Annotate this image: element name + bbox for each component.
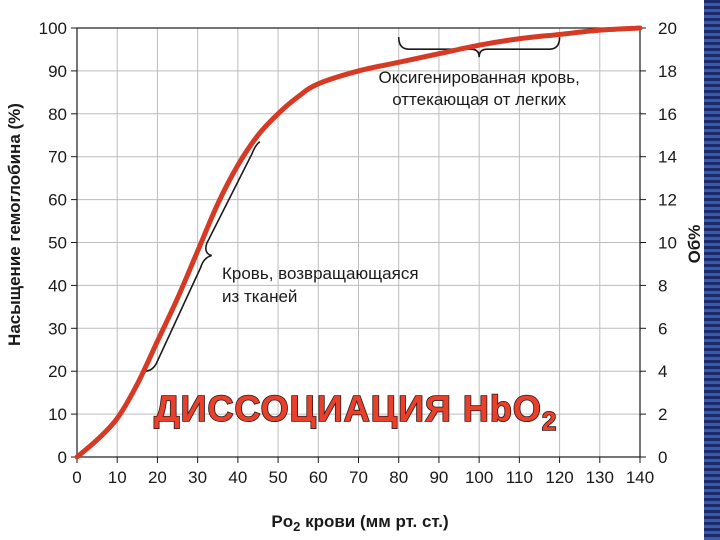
x-tick-label: 50 <box>269 468 288 487</box>
decorative-side-band <box>704 0 720 540</box>
y2-tick-label: 12 <box>658 191 677 210</box>
chart-title-main: ДИССОЦИАЦИЯ HbO <box>154 388 542 429</box>
grid-lines <box>77 28 640 457</box>
dissociation-curve <box>74 25 643 460</box>
x-tick-label: 90 <box>429 468 448 487</box>
chart-title: ДИССОЦИАЦИЯ HbO2 <box>154 388 557 436</box>
y-tick-label: 40 <box>48 276 67 295</box>
y-tick-label: 80 <box>48 105 67 124</box>
x-tick-label: 20 <box>148 468 167 487</box>
y2-axis-label: Об% <box>685 225 704 264</box>
x-axis-label-main: Po <box>271 512 293 531</box>
plot-frame <box>76 27 641 458</box>
x-tick-label: 10 <box>108 468 127 487</box>
x-tick-label: 110 <box>506 468 533 487</box>
x-tick-label: 0 <box>72 468 81 487</box>
x-axis-label-subscript: 2 <box>293 519 300 534</box>
series-layer <box>74 25 643 460</box>
y-tick-label: 0 <box>58 448 67 467</box>
x-axis-label: Po2 крови (мм рт. ст.) <box>271 512 448 534</box>
y-tick-label: 60 <box>48 191 67 210</box>
y2-tick-label: 2 <box>658 405 667 424</box>
y2-tick-label: 10 <box>658 234 677 253</box>
y-tick-label: 100 <box>39 19 67 38</box>
y-tick-label: 30 <box>48 319 67 338</box>
y2-tick-label: 14 <box>658 148 677 167</box>
x-tick-label: 130 <box>586 468 614 487</box>
x-axis-label-rest: крови (мм рт. ст.) <box>300 512 448 531</box>
annotation-brackets <box>144 37 561 372</box>
x-tick-label: 140 <box>626 468 654 487</box>
x-tick-label: 100 <box>465 468 493 487</box>
x-tick-label: 60 <box>309 468 328 487</box>
x-tick-label: 120 <box>545 468 573 487</box>
y2-tick-label: 16 <box>658 105 677 124</box>
y-tick-label: 20 <box>48 362 67 381</box>
y2-tick-label: 6 <box>658 319 667 338</box>
y-tick-label: 70 <box>48 148 67 167</box>
y2-tick-label: 18 <box>658 62 677 81</box>
y2-tick-label: 8 <box>658 276 667 295</box>
x-tick-label: 30 <box>188 468 207 487</box>
y-axis-label: Насыщение гемоглобина (%) <box>5 103 24 346</box>
bracket-venous <box>144 141 261 372</box>
annotation-venous-line-1: Кровь, возвращающаяся <box>222 264 419 283</box>
y2-tick-labels: 0 2 4 6 8 10 12 14 16 18 20 <box>640 19 677 467</box>
bracket-oxygenated <box>397 37 561 58</box>
y2-tick-label: 4 <box>658 362 667 381</box>
x-tick-label: 40 <box>228 468 247 487</box>
x-tick-label: 70 <box>349 468 368 487</box>
y-tick-label: 90 <box>48 62 67 81</box>
y-tick-label: 10 <box>48 405 67 424</box>
y2-tick-label: 0 <box>658 448 667 467</box>
annotation-oxygenated-line-1: Оксигенированная кровь, <box>378 68 579 87</box>
annotation-venous-line-2: из тканей <box>222 287 297 306</box>
x-tick-labels: 0 10 20 30 40 50 60 70 80 90 100 110 120 130 140 <box>72 457 654 487</box>
annotation-oxygenated-line-2: оттекающая от легких <box>392 90 566 109</box>
y2-tick-label: 20 <box>658 19 677 38</box>
y-tick-labels: 0 10 20 30 40 50 60 70 80 90 100 <box>39 19 77 467</box>
x-tick-label: 80 <box>389 468 408 487</box>
chart-title-subscript: 2 <box>542 406 557 436</box>
y-tick-label: 50 <box>48 234 67 253</box>
